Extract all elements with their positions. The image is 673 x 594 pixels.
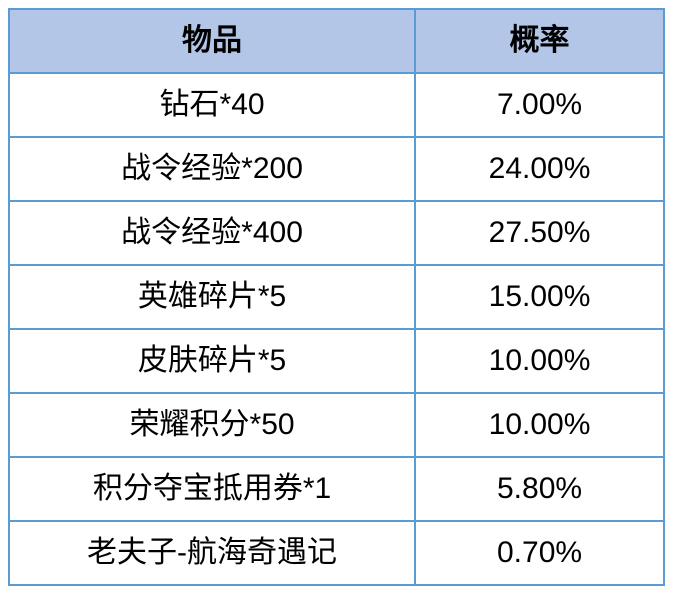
table-row: 积分夺宝抵用券*1 5.80% — [9, 457, 664, 521]
item-cell: 钻石*40 — [9, 73, 415, 137]
rate-cell: 27.50% — [415, 201, 664, 265]
probability-table: 物品 概率 钻石*40 7.00% 战令经验*200 24.00% 战令经验*4… — [8, 8, 665, 586]
item-cell: 积分夺宝抵用券*1 — [9, 457, 415, 521]
item-cell: 荣耀积分*50 — [9, 393, 415, 457]
rate-cell: 0.70% — [415, 521, 664, 585]
table-row: 战令经验*200 24.00% — [9, 137, 664, 201]
rate-cell: 24.00% — [415, 137, 664, 201]
rate-cell: 5.80% — [415, 457, 664, 521]
item-cell: 皮肤碎片*5 — [9, 329, 415, 393]
item-cell: 战令经验*400 — [9, 201, 415, 265]
item-cell: 英雄碎片*5 — [9, 265, 415, 329]
item-cell: 老夫子-航海奇遇记 — [9, 521, 415, 585]
table-row: 英雄碎片*5 15.00% — [9, 265, 664, 329]
column-header-item: 物品 — [9, 9, 415, 73]
rate-cell: 15.00% — [415, 265, 664, 329]
table-header-row: 物品 概率 — [9, 9, 664, 73]
item-cell: 战令经验*200 — [9, 137, 415, 201]
rate-cell: 7.00% — [415, 73, 664, 137]
table-row: 钻石*40 7.00% — [9, 73, 664, 137]
table-row: 皮肤碎片*5 10.00% — [9, 329, 664, 393]
rate-cell: 10.00% — [415, 329, 664, 393]
rate-cell: 10.00% — [415, 393, 664, 457]
table-row: 荣耀积分*50 10.00% — [9, 393, 664, 457]
column-header-rate: 概率 — [415, 9, 664, 73]
table-row: 老夫子-航海奇遇记 0.70% — [9, 521, 664, 585]
table-row: 战令经验*400 27.50% — [9, 201, 664, 265]
